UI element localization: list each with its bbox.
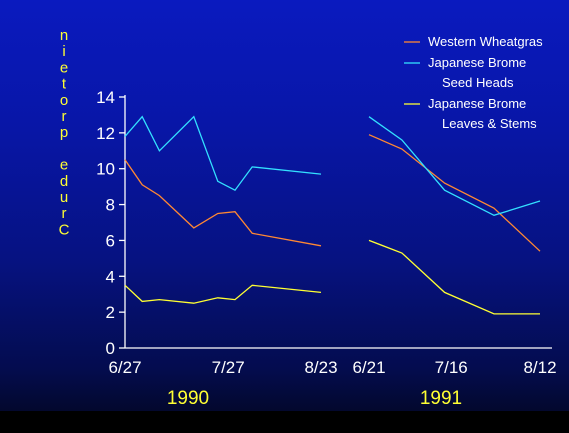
y-axis-label-char: r xyxy=(62,205,67,222)
year-label-1990: 1990 xyxy=(167,388,209,409)
y-axis-label-char: u xyxy=(60,189,68,206)
y-axis-label-char: n xyxy=(60,27,68,44)
year-label-1991: 1991 xyxy=(420,388,462,409)
series-line-western-wheatgras-1990 xyxy=(124,159,322,247)
y-axis-label-char: e xyxy=(60,157,68,174)
x-tick-label: 8/23 xyxy=(304,358,337,377)
y-axis-label-char: t xyxy=(62,76,67,93)
series-line-japanese-brome-seed-heads-1991 xyxy=(368,116,541,216)
legend-label: Japanese Brome xyxy=(428,55,526,70)
series-line-japanese-brome-seed-heads-1990 xyxy=(124,115,322,192)
y-axis-label-char: p xyxy=(60,124,68,141)
y-tick-label: 6 xyxy=(106,231,115,250)
y-tick-label: 4 xyxy=(106,267,115,286)
x-tick-label: 7/16 xyxy=(435,358,468,377)
x-tick-label: 6/27 xyxy=(108,358,141,377)
series-line-japanese-brome-leaves-stems-1991 xyxy=(368,239,540,315)
y-axis-label-char: d xyxy=(60,173,68,190)
y-axis-label-char: o xyxy=(60,92,68,109)
series-line-japanese-brome-leaves-stems-1990 xyxy=(124,284,322,304)
legend-label: Seed Heads xyxy=(442,75,514,90)
x-tick-label: 6/21 xyxy=(352,358,385,377)
y-axis-label-char: r xyxy=(62,108,67,125)
series-line-western-wheatgras-1991 xyxy=(368,134,541,252)
y-tick-label: 10 xyxy=(96,160,115,179)
y-axis-label-char: C xyxy=(59,221,70,238)
legend-label: Western Wheatgras xyxy=(428,34,543,49)
y-axis-label-char: i xyxy=(62,43,65,60)
x-tick-label: 7/27 xyxy=(212,358,245,377)
y-tick-label: 0 xyxy=(106,339,115,358)
legend-label: Japanese Brome xyxy=(428,96,526,111)
y-tick-label: 2 xyxy=(106,303,115,322)
y-axis-label-char: e xyxy=(60,59,68,76)
y-tick-label: 14 xyxy=(96,88,115,107)
y-tick-label: 8 xyxy=(106,196,115,215)
x-tick-label: 8/12 xyxy=(523,358,556,377)
legend-label: Leaves & Stems xyxy=(442,116,537,131)
y-tick-label: 12 xyxy=(96,124,115,143)
